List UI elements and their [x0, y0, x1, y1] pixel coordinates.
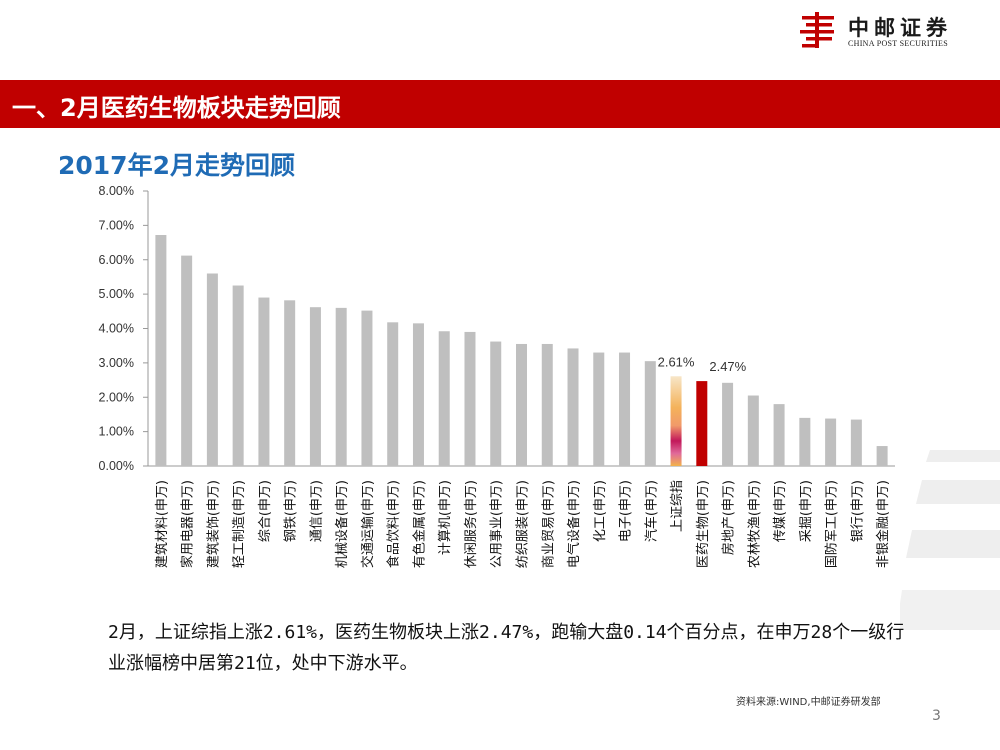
bar: [825, 418, 837, 466]
bar: [670, 376, 682, 466]
bar: [387, 322, 399, 466]
bar: [567, 348, 579, 466]
x-category-label: 电气设备(申万): [566, 480, 582, 568]
y-tick-label: 1.00%: [99, 425, 134, 439]
bar: [516, 343, 527, 466]
x-category-label: 机械设备(申万): [334, 480, 350, 568]
y-tick-label: 5.00%: [99, 287, 134, 301]
x-category-label: 非银金融(申万): [875, 480, 891, 568]
bar-chart: 0.00% 1.00% 2.00% 3.00% 4.00% 5.00% 6.00% 7.00%…: [99, 184, 895, 568]
bar: [284, 300, 296, 466]
y-tick-label: 6.00%: [99, 253, 134, 267]
china-post-logo-icon: [800, 12, 834, 48]
data-labels: 2.61% 2.47%: [658, 354, 747, 374]
x-category-label: 钢铁(申万): [284, 480, 299, 542]
bar: [850, 419, 862, 466]
bar: [876, 446, 888, 466]
x-category-label: 商业贸易(申万): [541, 480, 556, 568]
bar-series: [155, 235, 888, 466]
company-logo: 中邮证券 CHINA POST SECURITIES: [798, 8, 978, 56]
bar-value-label: 2.47%: [709, 359, 746, 374]
decorative-stripes: [900, 450, 1000, 630]
x-category-label: 化工(申万): [593, 480, 608, 542]
y-axis-ticks: 0.00% 1.00% 2.00% 3.00% 4.00% 5.00% 6.00% 7.00%…: [99, 184, 148, 473]
x-category-label: 房地产(申万): [721, 480, 737, 555]
x-category-label: 综合(申万): [258, 480, 273, 542]
x-category-label: 轻工制造(申万): [232, 480, 247, 568]
section-banner: 一、2月医药生物板块走势回顾: [0, 80, 1000, 128]
bar: [232, 285, 244, 466]
x-category-label: 休闲服务(申万): [463, 480, 479, 568]
x-category-label: 公用事业(申万): [490, 480, 505, 568]
y-tick-label: 2.00%: [99, 390, 134, 404]
x-category-label: 交通运输(申万): [360, 480, 376, 568]
category-labels: 建筑材料(申万) 家用电器(申万) 建筑装饰(申万) 轻工制造(申万) 综合(申万) 钢铁…: [154, 480, 891, 568]
x-category-label: 农林牧渔(申万): [747, 480, 762, 568]
logo-name-cn: 中邮证券: [848, 15, 952, 40]
section-title: 一、2月医药生物板块走势回顾: [12, 94, 341, 122]
bar-value-label: 2.61%: [658, 354, 695, 369]
x-category-label: 上证综指: [670, 480, 685, 532]
summary-text: 2月，上证综指上涨2.61%，医药生物板块上涨2.47%，跑输大盘0.14个百分…: [108, 622, 905, 674]
x-category-label: 有色金属(申万): [411, 480, 427, 568]
bar: [438, 331, 450, 466]
x-category-label: 家用电器(申万): [180, 480, 196, 568]
bar: [773, 404, 785, 466]
y-tick-label: 8.00%: [99, 184, 134, 198]
y-tick-label: 4.00%: [99, 322, 134, 336]
bar: [335, 307, 347, 466]
data-source: 资料来源:WIND,中邮证券研发部: [736, 697, 881, 708]
x-category-label: 纺织服装(申万): [516, 480, 531, 568]
x-category-label: 计算机(申万): [438, 480, 453, 555]
bar: [309, 307, 321, 466]
x-category-label: 采掘(申万): [799, 480, 814, 542]
page-number: 3: [932, 708, 941, 724]
bar: [747, 395, 759, 466]
bar: [490, 341, 502, 466]
bar: [593, 352, 605, 466]
bar: [181, 255, 193, 466]
bar: [361, 310, 373, 466]
x-category-label: 建筑装饰(申万): [205, 480, 221, 568]
x-category-label: 食品饮料(申万): [386, 480, 402, 568]
chart-title: 2017年2月走势回顾: [58, 151, 295, 180]
bar: [696, 381, 708, 466]
bar: [644, 361, 656, 466]
y-tick-label: 3.00%: [99, 356, 134, 370]
y-tick-label: 7.00%: [99, 218, 134, 232]
x-category-label: 通信(申万): [309, 480, 324, 542]
bar: [258, 297, 270, 466]
x-category-label: 医药生物(申万): [696, 480, 711, 568]
bar: [799, 417, 811, 466]
bar: [722, 382, 734, 466]
bar: [541, 343, 553, 466]
y-tick-label: 0.00%: [99, 459, 134, 473]
x-category-label: 建筑材料(申万): [154, 480, 170, 568]
bar: [464, 331, 476, 466]
x-category-label: 银行(申万): [850, 480, 865, 542]
x-category-label: 汽车(申万): [643, 480, 659, 542]
bar: [619, 352, 631, 466]
x-category-label: 传媒(申万): [773, 480, 788, 542]
logo-name-en: CHINA POST SECURITIES: [848, 39, 948, 48]
bar: [412, 323, 424, 466]
bar: [155, 235, 167, 466]
x-category-label: 国防军工(申万): [824, 480, 840, 568]
x-category-label: 电子(申万): [619, 480, 634, 542]
bar: [206, 273, 218, 466]
